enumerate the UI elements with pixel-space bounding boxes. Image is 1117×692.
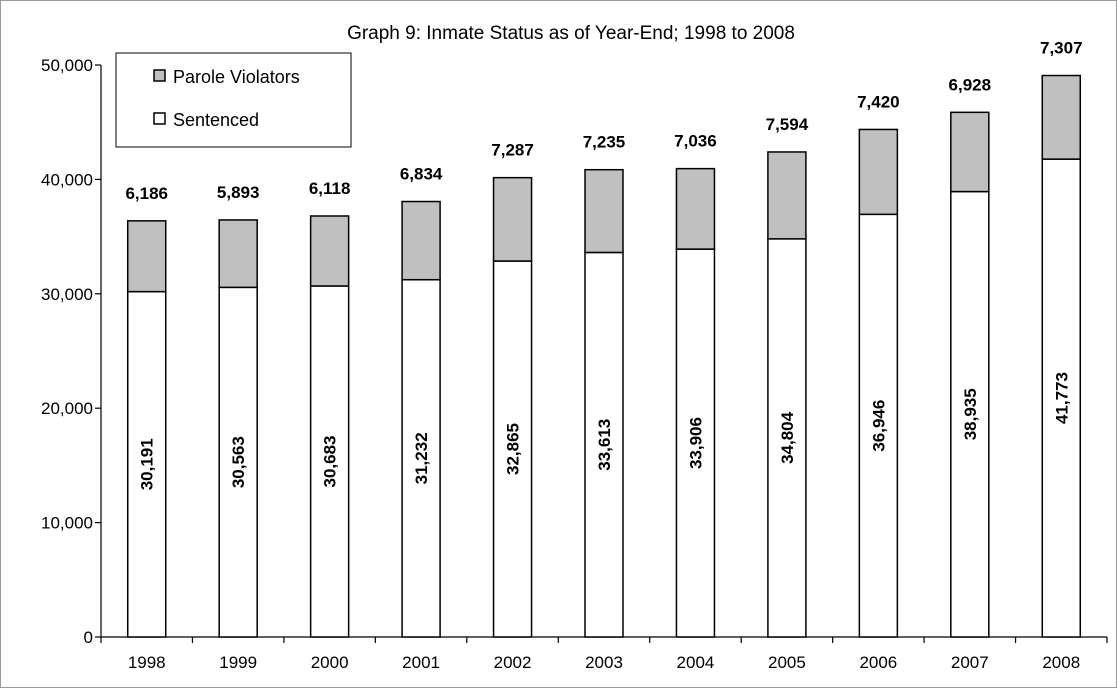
bar-sentenced bbox=[858, 213, 899, 638]
data-label-parole-violators: 6,186 bbox=[125, 184, 168, 203]
data-label-sentenced: 30,683 bbox=[321, 435, 340, 487]
data-label-sentenced: 33,906 bbox=[686, 417, 705, 469]
data-label-sentenced: 38,935 bbox=[961, 388, 980, 440]
x-tick-label: 2002 bbox=[494, 653, 532, 672]
data-label-parole-violators: 6,834 bbox=[400, 165, 443, 184]
x-tick-label: 2008 bbox=[1042, 653, 1080, 672]
legend-swatch-sentenced bbox=[153, 112, 166, 125]
data-label-parole-violators: 7,036 bbox=[674, 132, 717, 151]
x-tick-label: 2004 bbox=[677, 653, 715, 672]
bar-sentenced bbox=[309, 285, 350, 638]
data-label-sentenced: 31,232 bbox=[412, 432, 431, 484]
legend: Parole Violators Sentenced bbox=[115, 52, 352, 148]
bar-sentenced bbox=[675, 248, 716, 638]
bar-parole-violators bbox=[1041, 74, 1082, 160]
x-tick-label: 1998 bbox=[128, 653, 166, 672]
bar-parole-violators bbox=[492, 176, 533, 262]
x-tick-label: 2003 bbox=[585, 653, 623, 672]
y-tick-label: 0 bbox=[84, 628, 93, 647]
bar-sentenced bbox=[401, 278, 441, 638]
data-label-sentenced: 36,946 bbox=[869, 400, 888, 452]
data-labels: 30,191 6,186 30,563 5,893 30,683 6,118 31,232 6… bbox=[125, 39, 1082, 491]
legend-label-parole-violators: Parole Violators bbox=[173, 67, 300, 87]
legend-label-sentenced: Sentenced bbox=[173, 110, 259, 130]
bar-sentenced bbox=[1041, 158, 1082, 638]
data-label-sentenced: 30,563 bbox=[229, 436, 248, 488]
x-tick-label: 1999 bbox=[219, 653, 257, 672]
bar-parole-violators bbox=[675, 167, 716, 250]
data-label-parole-violators: 7,307 bbox=[1040, 39, 1083, 58]
bar-sentenced bbox=[767, 238, 807, 638]
chart-title: Graph 9: Inmate Status as of Year-End; 1… bbox=[347, 23, 795, 44]
x-tick-label: 2007 bbox=[951, 653, 989, 672]
data-label-parole-violators: 6,118 bbox=[309, 179, 351, 198]
bar-sentenced bbox=[218, 286, 258, 638]
data-label-sentenced: 32,865 bbox=[504, 423, 523, 475]
data-label-sentenced: 30,191 bbox=[138, 438, 157, 490]
y-tick-label: 50,000 bbox=[41, 56, 93, 75]
bar-sentenced bbox=[584, 251, 624, 638]
data-label-sentenced: 34,804 bbox=[778, 411, 797, 464]
data-label-parole-violators: 6,928 bbox=[949, 75, 992, 94]
y-tick-label: 40,000 bbox=[41, 170, 93, 189]
y-axis: 0 10,000 20,000 30,000 40,000 50,000 bbox=[41, 56, 102, 647]
data-label-parole-violators: 5,893 bbox=[217, 183, 260, 202]
bar-parole-violators bbox=[950, 111, 990, 193]
bar-sentenced bbox=[492, 260, 533, 638]
data-label-parole-violators: 7,420 bbox=[857, 92, 900, 111]
x-tick-label: 2000 bbox=[311, 653, 349, 672]
bar-sentenced bbox=[126, 290, 167, 638]
bar-parole-violators bbox=[584, 168, 624, 254]
x-tick-label: 2005 bbox=[768, 653, 806, 672]
data-label-parole-violators: 7,235 bbox=[583, 133, 626, 152]
bar-sentenced bbox=[950, 190, 990, 638]
data-label-parole-violators: 7,287 bbox=[491, 141, 534, 160]
x-axis: 1998 1999 2000 2001 2002 2003 2004 2005 2006 2007… bbox=[100, 636, 1108, 672]
x-tick-label: 2006 bbox=[859, 653, 897, 672]
y-tick-label: 30,000 bbox=[41, 285, 93, 304]
bar-parole-violators bbox=[767, 151, 807, 240]
bar-parole-violators bbox=[309, 215, 350, 287]
y-tick-label: 20,000 bbox=[41, 399, 93, 418]
y-tick-label: 10,000 bbox=[41, 514, 93, 533]
bar-parole-violators bbox=[858, 128, 899, 216]
legend-box bbox=[115, 52, 352, 148]
legend-swatch-parole-violators bbox=[153, 69, 166, 82]
bar-parole-violators bbox=[218, 219, 258, 289]
bar-parole-violators bbox=[126, 220, 167, 293]
data-label-parole-violators: 7,594 bbox=[766, 115, 809, 134]
bars bbox=[126, 74, 1082, 638]
data-label-sentenced: 41,773 bbox=[1052, 372, 1071, 424]
data-label-sentenced: 33,613 bbox=[595, 419, 614, 471]
x-tick-label: 2001 bbox=[402, 653, 440, 672]
bar-parole-violators bbox=[401, 200, 441, 281]
